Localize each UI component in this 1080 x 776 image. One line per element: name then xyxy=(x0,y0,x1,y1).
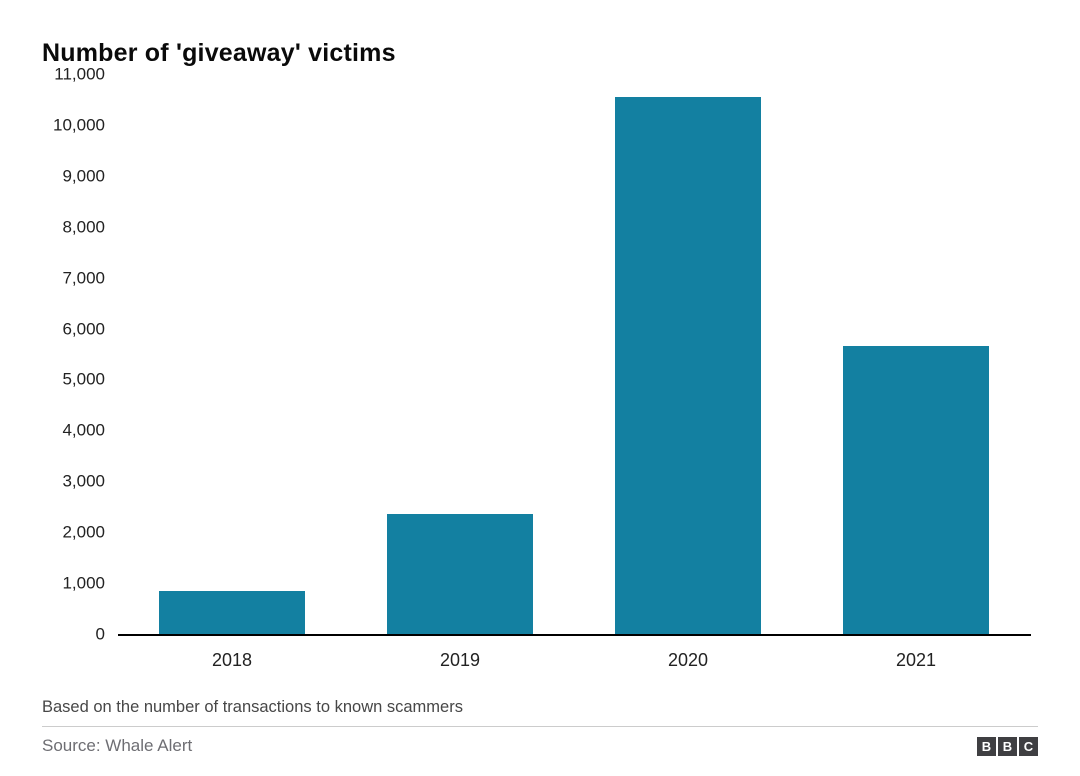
y-axis-tick-label: 1,000 xyxy=(62,573,105,593)
y-axis-tick-label: 0 xyxy=(95,624,105,644)
x-axis-label-2019: 2019 xyxy=(439,650,481,670)
x-axis: 2018 2019 2020 2021 xyxy=(118,650,1030,671)
bbc-logo-letter: B xyxy=(977,736,996,756)
bars-area xyxy=(118,74,1030,634)
y-axis-tick-label: 5,000 xyxy=(62,369,105,389)
y-axis-tick-label: 3,000 xyxy=(62,471,105,491)
bar-2021 xyxy=(843,346,989,634)
bar-slot-2018 xyxy=(118,74,346,634)
bar-slot-2019 xyxy=(346,74,574,634)
bar-slot-2020 xyxy=(574,74,802,634)
y-axis-tick-label: 7,000 xyxy=(62,268,105,288)
bbc-logo-letter: B xyxy=(998,736,1017,756)
x-axis-baseline xyxy=(118,634,1031,636)
x-axis-label-2021: 2021 xyxy=(895,650,937,670)
x-axis-label-2020: 2020 xyxy=(667,650,709,670)
y-axis-tick-label: 11,000 xyxy=(54,64,105,84)
y-axis-tick-label: 10,000 xyxy=(53,115,105,135)
bbc-logo-letter: C xyxy=(1019,736,1038,756)
chart-title: Number of 'giveaway' victims xyxy=(42,38,396,67)
chart-footnote: Based on the number of transactions to k… xyxy=(42,698,463,716)
y-axis: 0 1,000 2,000 3,000 4,000 5,000 6,000 7,000 8,00… xyxy=(0,66,105,643)
source-attribution: Source: Whale Alert xyxy=(42,736,193,755)
bar-slot-2021 xyxy=(802,74,1030,634)
x-axis-label-2018: 2018 xyxy=(211,650,253,670)
bar-2020 xyxy=(615,96,761,634)
y-axis-tick-label: 9,000 xyxy=(62,166,105,186)
y-axis-tick-label: 8,000 xyxy=(62,217,105,237)
bar-2019 xyxy=(387,514,533,634)
y-axis-tick-label: 6,000 xyxy=(62,319,105,339)
bar-2018 xyxy=(159,590,305,634)
y-axis-tick-label: 4,000 xyxy=(62,420,105,440)
footer-divider xyxy=(42,726,1038,727)
y-axis-tick-label: 2,000 xyxy=(62,522,105,542)
